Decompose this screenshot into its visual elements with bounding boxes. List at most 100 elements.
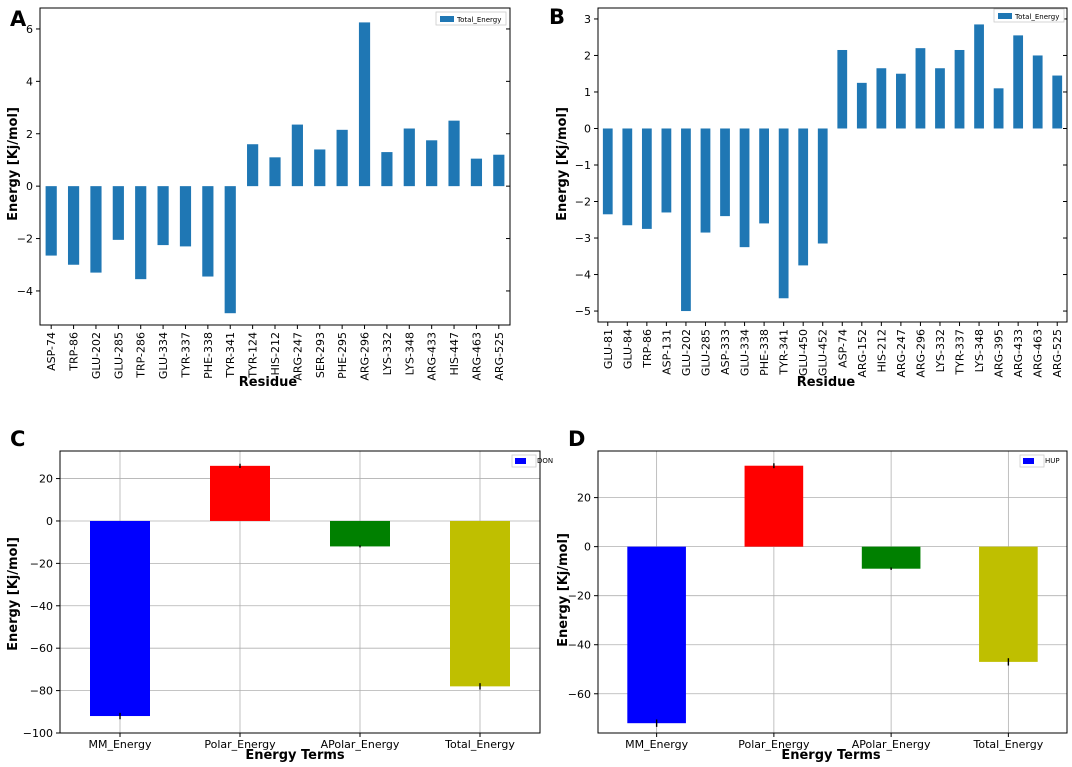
x-tick-label: ARG-296	[359, 332, 372, 381]
panel-d: −60 −40 −20 0 20 MM_Energy Polar_Energy APolar_…	[556, 427, 1068, 763]
bar-arg-296	[358, 22, 371, 187]
x-tick-label: APolar_Energy	[321, 738, 400, 751]
bar-glu-285	[700, 128, 711, 233]
bar-arg-525	[1052, 75, 1063, 129]
bar-tyr-341	[224, 186, 236, 314]
y-tick-label: −60	[30, 642, 53, 655]
y-tick-label: −1	[575, 159, 591, 172]
x-tick-label: ASP-74	[45, 332, 58, 371]
x-tick-label: TRP-286	[135, 332, 148, 379]
bar-tyr-124	[247, 144, 259, 187]
y-tick-label: −40	[568, 639, 591, 652]
y-tick-label: 4	[26, 75, 33, 88]
x-tick-label: TYR-337	[179, 332, 192, 379]
y-tick-label: 6	[26, 23, 33, 36]
bar-asp-74	[45, 186, 57, 256]
x-tick-label: ARG-433	[426, 332, 439, 381]
bar-tyr-341	[778, 128, 789, 299]
y-tick-label: 2	[584, 49, 591, 62]
y-tick-label: 20	[577, 492, 591, 505]
panel-letter-a: A	[10, 7, 27, 31]
y-tick-label: 0	[584, 541, 591, 554]
x-axis-label-d: Energy Terms	[781, 748, 881, 763]
x-tick-label: HIS-447	[448, 332, 461, 375]
x-tick-label: LYS-348	[403, 332, 416, 375]
panel-letter-d: D	[568, 427, 585, 451]
y-tick-label: 2	[26, 128, 33, 141]
x-tick-label: GLU-84	[621, 329, 634, 369]
x-axis-label-a: Residue	[239, 375, 298, 390]
bar-arg-463	[1032, 55, 1043, 129]
x-axis-label-b: Residue	[797, 375, 856, 390]
panel-a: −4 −2 0 2 4 6 ASP-74 TRP-86 GLU-202 GLU-285 TRP-28…	[6, 7, 511, 390]
bar-glu-202	[90, 186, 102, 273]
bar-glu-81	[602, 128, 613, 215]
legend-label-d: HUP	[1045, 457, 1060, 465]
y-tick-label: −20	[30, 557, 53, 570]
legend-swatch-d	[1023, 458, 1034, 464]
bar-his-212	[269, 157, 281, 187]
panel-letter-b: B	[549, 5, 565, 29]
panel-b: −5 −4 −3 −2 −1 0 1 2 3 GLU-81 GLU-84 TRP-86 ASP-131 G…	[549, 5, 1068, 390]
x-tick-label: ARG-247	[895, 329, 908, 378]
x-tick-label: PHE-338	[758, 329, 771, 376]
bar-asp-131	[661, 128, 672, 213]
bar-glu-452	[817, 128, 828, 244]
plot-area-d: −60 −40 −20 0 20 MM_Energy Polar_Energy APolar_…	[568, 450, 1068, 751]
bar-phe-338	[202, 186, 214, 277]
x-tick-label: ARG-247	[291, 332, 304, 381]
panel-letter-c: C	[10, 427, 25, 451]
bar-polar_energy	[744, 465, 804, 547]
y-tick-label: −80	[30, 685, 53, 698]
plot-area-b: −5 −4 −3 −2 −1 0 1 2 3 GLU-81 GLU-84 TRP-86 ASP-131 G…	[575, 7, 1068, 378]
x-tick-label: MM_Energy	[89, 738, 152, 751]
bar-asp-333	[720, 128, 730, 217]
bar-apolar_energy	[330, 520, 390, 547]
bar-lys-332	[381, 152, 393, 187]
y-tick-label: 3	[584, 13, 591, 26]
bar-mm_energy	[90, 520, 150, 717]
axes-frame-d	[597, 450, 1068, 734]
axes-frame-c	[59, 450, 541, 734]
bar-arg-433	[1013, 35, 1024, 129]
bar-glu-202	[681, 128, 691, 312]
bar-mm_energy	[627, 546, 686, 724]
y-axis-label-a: Energy [Kj/mol]	[6, 107, 21, 221]
plot-area-c: −100 −80 −60 −40 −20 0 20 MM_Energy Polar_Energy…	[23, 450, 541, 751]
bar-his-212	[876, 68, 887, 129]
x-tick-label: APolar_Energy	[852, 738, 931, 751]
bar-total_energy	[450, 520, 510, 687]
x-axis-label-c: Energy Terms	[245, 748, 345, 763]
bar-arg-463	[470, 158, 483, 187]
y-axis-label-d: Energy [Kj/mol]	[556, 533, 571, 647]
x-tick-label: GLU-202	[680, 329, 693, 376]
plot-area-a: −4 −2 0 2 4 6 ASP-74 TRP-86 GLU-202 GLU-285 TRP-28…	[17, 7, 511, 381]
bar-glu-285	[112, 186, 124, 240]
bar-trp-86	[67, 186, 80, 265]
x-tick-label: MM_Energy	[625, 738, 688, 751]
x-tick-label: GLU-452	[817, 329, 830, 376]
bar-polar_energy	[210, 465, 270, 521]
bar-arg-247	[291, 124, 303, 187]
bar-trp-86	[641, 128, 652, 229]
x-tick-label: PHE-338	[202, 332, 215, 379]
y-tick-label: −4	[17, 285, 33, 298]
x-tick-label: ARG-525	[493, 332, 506, 381]
legend-swatch-a	[440, 16, 454, 22]
bar-total_energy	[979, 546, 1038, 662]
x-tick-label: HIS-212	[875, 329, 888, 372]
bar-phe-338	[759, 128, 769, 224]
bar-arg-296	[915, 48, 926, 129]
x-tick-label: ARG-395	[993, 329, 1006, 378]
y-tick-label: 0	[46, 515, 53, 528]
x-tick-label: GLU-285	[112, 332, 125, 379]
bar-his-447	[448, 120, 460, 187]
x-tick-label: ASP-333	[719, 329, 732, 375]
bar-glu-450	[798, 128, 809, 266]
x-tick-label: LYS-332	[381, 332, 394, 375]
y-tick-label: 20	[39, 473, 53, 486]
legend-swatch-b	[998, 13, 1012, 19]
x-tick-label: ARG-296	[914, 329, 927, 378]
y-tick-label: −20	[568, 590, 591, 603]
bar-ser-293	[314, 149, 326, 187]
